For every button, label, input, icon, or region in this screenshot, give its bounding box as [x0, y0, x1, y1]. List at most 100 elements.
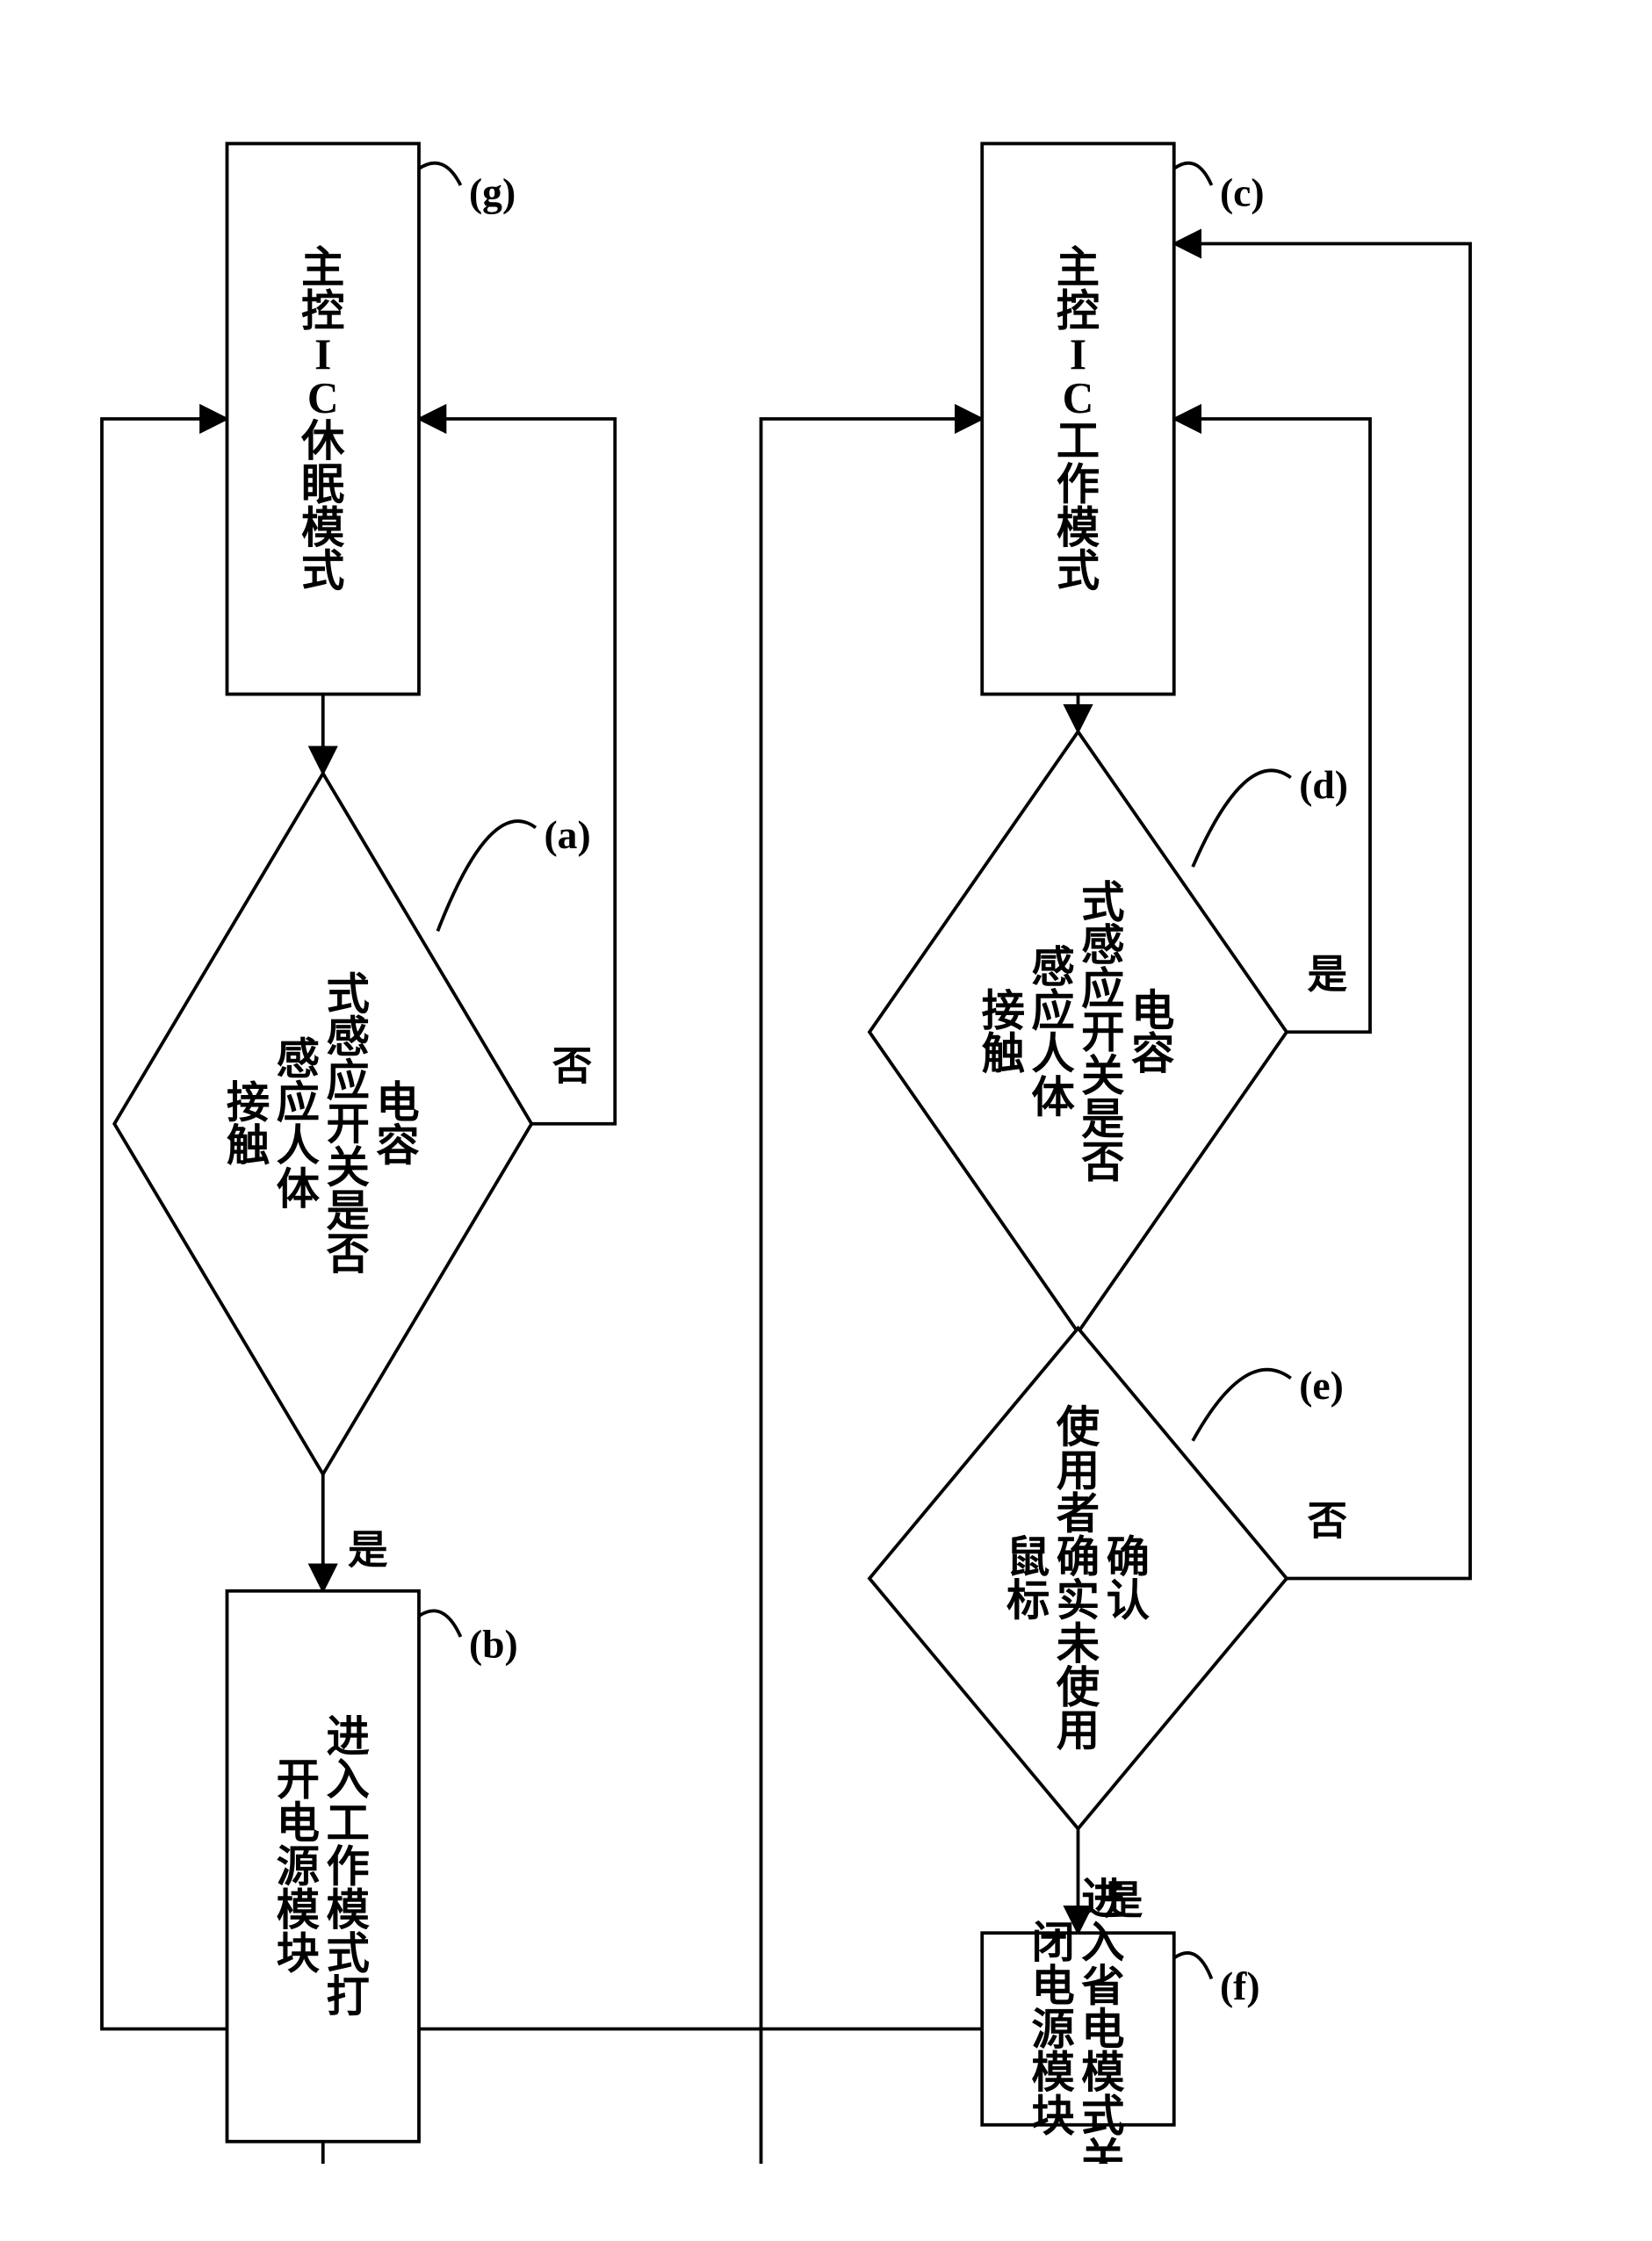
- node-e-text: 未: [1057, 1620, 1100, 1668]
- node-d-text: 容: [1131, 1030, 1174, 1078]
- node-e-text: 使: [1057, 1663, 1100, 1711]
- node-f-text: 关: [1081, 2136, 1124, 2164]
- tag-leader-f: [1174, 1953, 1212, 1979]
- node-e-text: 用: [1057, 1707, 1100, 1755]
- node-e-text: 认: [1107, 1576, 1151, 1625]
- node-a-text: 是: [326, 1187, 370, 1236]
- node-g-text: 式: [301, 547, 344, 595]
- node-e-text: 者: [1057, 1490, 1100, 1538]
- node-b-text: 开: [277, 1756, 320, 1805]
- node-b-text: 模: [326, 1886, 370, 1935]
- node-f-text: 式: [1081, 2093, 1124, 2141]
- node-a-text: 体: [277, 1165, 321, 1214]
- node-g-text: 模: [301, 504, 345, 552]
- node-c-text: 工: [1057, 417, 1100, 465]
- node-f-text: 省: [1081, 1962, 1124, 2010]
- tag-leader-b: [419, 1610, 460, 1637]
- node-g-text: I: [314, 330, 331, 378]
- node-e-text: 实: [1057, 1576, 1100, 1625]
- node-b-text: 式: [326, 1929, 369, 1978]
- node-e-text: 确: [1107, 1533, 1150, 1582]
- node-b-text: 电: [277, 1799, 320, 1848]
- node-f-text: 闭: [1031, 1919, 1074, 1967]
- tag-f: (f): [1220, 1964, 1260, 2008]
- node-d-text: 人: [1031, 1030, 1075, 1078]
- node-g-text: 控: [301, 287, 344, 335]
- node-b-text: 源: [277, 1843, 320, 1892]
- node-a-text: 感: [277, 1035, 320, 1084]
- node-e: 确认使用者确实未使用鼠标(e): [869, 1328, 1344, 1828]
- node-b-text: 进: [326, 1712, 369, 1761]
- node-f-text: 模: [1031, 2049, 1075, 2097]
- edge-label: 是: [343, 1528, 388, 1568]
- tag-d: (d): [1299, 762, 1348, 807]
- node-a-text: 应: [326, 1057, 369, 1106]
- node-c-text: 作: [1057, 460, 1100, 508]
- node-b: 进入工作模式打 开电源模块 (b): [227, 1591, 517, 2142]
- edge-label: 否: [1302, 1499, 1347, 1539]
- node-d-text: 体: [1031, 1074, 1075, 1122]
- node-g-text: 休: [300, 417, 345, 465]
- node-g-text: C: [307, 374, 339, 422]
- node-f: 进入省电模式关闭电源模块(f): [982, 1876, 1259, 2165]
- node-a-text: 否: [326, 1230, 369, 1279]
- node-b-text: 作: [326, 1843, 369, 1892]
- node-a-text: 容: [376, 1122, 419, 1171]
- node-d-text: 开: [1081, 1009, 1124, 1057]
- node-b-text: 块: [277, 1929, 321, 1978]
- node-e-text: 确: [1057, 1533, 1100, 1582]
- edge-label: 是: [1302, 953, 1347, 993]
- node-d-text: 是: [1081, 1095, 1125, 1143]
- node-d-text: 否: [1081, 1139, 1124, 1187]
- tag-leader-c: [1174, 163, 1212, 185]
- node-d: 电容式感应开关是否感应人体接触(d): [869, 731, 1348, 1332]
- node-f-text: 进: [1081, 1876, 1124, 1924]
- node-b-text: 模: [277, 1886, 321, 1935]
- node-a-text: 应: [277, 1078, 320, 1127]
- node-a-text: 电: [376, 1078, 419, 1127]
- node-c-text: I: [1070, 330, 1086, 378]
- tag-c: (c): [1220, 170, 1265, 215]
- node-b-text: 入: [326, 1756, 369, 1805]
- node-d-text: 感: [1031, 943, 1074, 991]
- node-d-text: 触: [982, 1030, 1025, 1078]
- node-d-text: 感: [1081, 922, 1124, 970]
- node-f-text: 源: [1031, 2006, 1074, 2054]
- node-b-text: 工: [326, 1799, 369, 1848]
- node-d-text: 式: [1081, 878, 1124, 926]
- node-d-text: 电: [1131, 987, 1174, 1035]
- node-a-text: 触: [227, 1122, 270, 1171]
- node-a-text: 式: [326, 970, 369, 1019]
- node-c-text: 式: [1057, 547, 1100, 595]
- tag-leader-d: [1193, 770, 1291, 867]
- node-c-text: 控: [1057, 287, 1100, 335]
- node-a-text: 开: [326, 1100, 369, 1149]
- tag-leader-g: [419, 163, 460, 185]
- tag-leader-a: [437, 821, 536, 931]
- node-b-text: 打: [326, 1973, 369, 2021]
- node-e-text: 使: [1057, 1403, 1100, 1452]
- node-c-text: 模: [1057, 504, 1100, 552]
- node-g-text: 眠: [301, 460, 344, 508]
- node-e-text: 用: [1057, 1446, 1100, 1495]
- node-f-text: 块: [1031, 2093, 1075, 2141]
- tag-b: (b): [469, 1622, 518, 1667]
- node-f-text: 模: [1081, 2049, 1125, 2097]
- node-c-text: C: [1063, 374, 1094, 422]
- node-a-text: 人: [277, 1122, 321, 1171]
- node-a-text: 感: [326, 1013, 369, 1062]
- tag-leader-e: [1193, 1370, 1291, 1441]
- flowchart: 否是是否是主控IC休眠模式(g)电容式感应开关是否感应人体接触(a)进入工作模式…: [35, 35, 1605, 2164]
- node-g-text: 主: [301, 243, 344, 292]
- node-d-text: 应: [1031, 987, 1074, 1035]
- node-e-text: 鼠: [1006, 1533, 1050, 1582]
- node-c-text: 主: [1057, 243, 1100, 292]
- node-a-text: 关: [326, 1143, 369, 1192]
- node-a: 电容式感应开关是否感应人体接触(a): [114, 774, 590, 1474]
- tag-e: (e): [1299, 1363, 1344, 1408]
- edge-label: 否: [546, 1044, 592, 1084]
- node-e-text: 标: [1006, 1576, 1050, 1625]
- node-f-text: 电: [1031, 1962, 1074, 2010]
- node-f-text: 电: [1081, 2006, 1124, 2054]
- node-d-text: 关: [1081, 1052, 1124, 1100]
